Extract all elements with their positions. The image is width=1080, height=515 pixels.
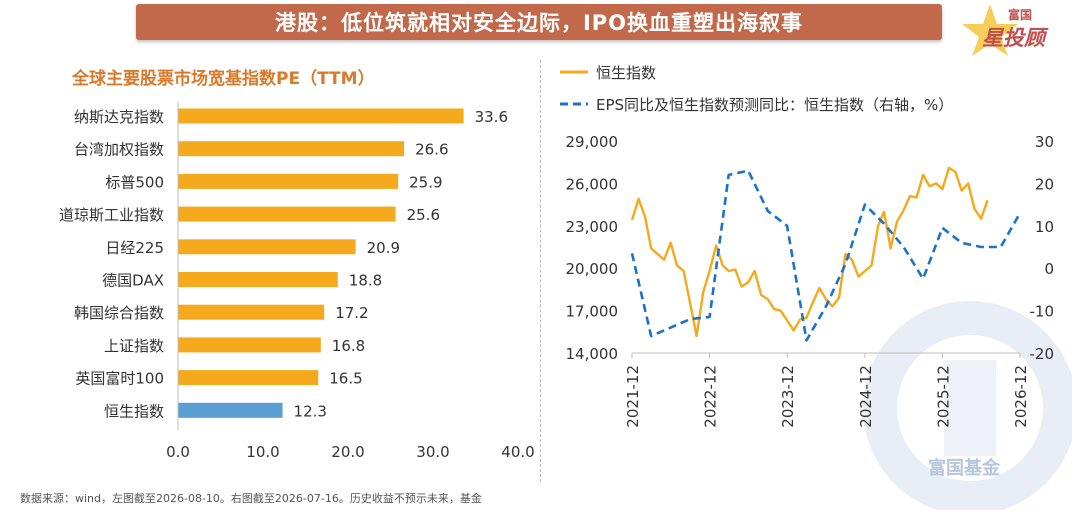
- bar: [178, 337, 321, 353]
- source-footnote: 数据来源：wind，左图截至2026-08-10。右图截至2026-07-16。…: [20, 492, 482, 505]
- category-label: 道琼斯工业指数: [59, 206, 164, 224]
- bar: [178, 272, 338, 287]
- x-tick-label: 2023-12: [779, 365, 797, 428]
- chart-divider: [540, 60, 541, 482]
- right-tick-label: 20: [1035, 175, 1054, 193]
- left-tick-label: 20,000: [566, 260, 619, 278]
- data-label: 16.8: [332, 337, 365, 355]
- brand-logo: 富国 星投顾: [960, 2, 1070, 56]
- right-tick-label: 30: [1035, 133, 1054, 151]
- left-tick-label: 17,000: [566, 303, 619, 321]
- x-tick-label: 2021-12: [624, 365, 642, 428]
- left-tick-label: 26,000: [566, 175, 619, 193]
- watermark-logo-icon: [863, 301, 1072, 510]
- data-label: 20.9: [367, 239, 400, 257]
- category-label: 恒生指数: [104, 402, 164, 420]
- right-tick-label: -10: [1030, 303, 1055, 321]
- left-tick-label: 23,000: [566, 218, 619, 236]
- x-tick-label: 40.0: [501, 443, 534, 461]
- x-tick-label: 2026-12: [1012, 365, 1030, 428]
- right-tick-label: 10: [1035, 218, 1054, 236]
- x-tick-label: 10.0: [246, 443, 279, 461]
- title-banner: 港股：低位筑就相对安全边际，IPO换血重塑出海叙事: [136, 4, 942, 40]
- data-label: 18.8: [349, 272, 382, 290]
- data-label: 26.6: [415, 141, 448, 159]
- logo-line1: 富国: [1008, 8, 1033, 22]
- star-logo-icon: [962, 4, 1018, 56]
- x-tick-label: 2025-12: [934, 365, 952, 428]
- bar: [178, 108, 464, 124]
- x-tick-label: 20.0: [331, 443, 364, 461]
- category-label: 台湾加权指数: [74, 141, 164, 159]
- data-label: 33.6: [475, 108, 508, 126]
- data-label: 12.3: [294, 402, 327, 420]
- right-tick-label: -20: [1030, 345, 1055, 363]
- left-tick-label: 14,000: [566, 345, 619, 363]
- hsi-line-chart: 恒生指数 EPS同比及恒生指数预测同比：恒生指数（右轴，%） 2021-12 2022…: [560, 64, 1055, 428]
- series-line-hsi: [630, 166, 989, 338]
- bar: [178, 370, 319, 386]
- bar: [178, 141, 405, 157]
- x-tick-label: 30.0: [416, 443, 449, 461]
- category-label: 纳斯达克指数: [74, 108, 164, 126]
- bar: [178, 206, 396, 222]
- pe-bar-chart: 纳斯达克指数 33.6 台湾加权指数 26.6 标普500 25.9 道琼斯工业指数 25.6…: [59, 102, 535, 461]
- watermark-text: 富国基金: [928, 458, 1000, 479]
- category-label: 日经225: [105, 239, 164, 257]
- bar: [178, 239, 356, 255]
- page-title: 港股：低位筑就相对安全边际，IPO换血重塑出海叙事: [274, 11, 804, 35]
- legend-label: 恒生指数: [596, 64, 656, 82]
- category-label: 英国富时100: [75, 370, 164, 388]
- left-tick-label: 29,000: [566, 133, 619, 151]
- bar-chart-title: 全球主要股票市场宽基指数PE（TTM）: [72, 69, 375, 89]
- data-label: 16.5: [329, 370, 362, 388]
- x-tick-label: 0.0: [166, 443, 190, 461]
- bar: [178, 173, 399, 189]
- logo-line2: 星投顾: [982, 26, 1045, 50]
- series-line-eps: [630, 169, 1022, 342]
- data-label: 25.9: [409, 173, 442, 191]
- x-tick-label: 2024-12: [857, 365, 875, 428]
- category-label: 韩国综合指数: [74, 304, 164, 322]
- category-label: 德国DAX: [102, 272, 164, 290]
- data-label: 17.2: [335, 304, 368, 322]
- category-label: 标普500: [105, 173, 164, 191]
- right-tick-label: 0: [1044, 260, 1054, 278]
- bar: [178, 304, 325, 320]
- bar: [178, 402, 283, 418]
- category-label: 上证指数: [104, 337, 164, 355]
- legend-label: EPS同比及恒生指数预测同比：恒生指数（右轴，%）: [596, 96, 953, 114]
- x-tick-label: 2022-12: [702, 365, 720, 428]
- data-label: 25.6: [407, 206, 440, 224]
